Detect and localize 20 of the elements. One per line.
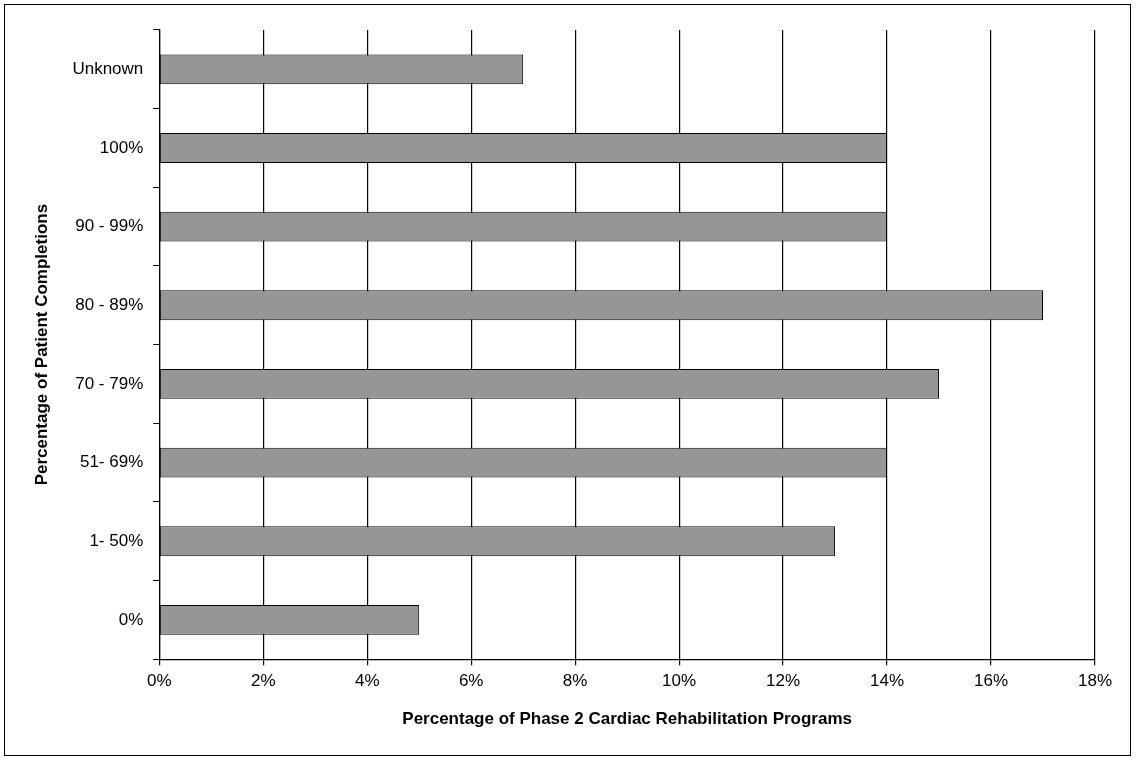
y-tick-label: 100% [99, 137, 144, 157]
x-tick-label: 6% [458, 671, 484, 691]
x-tick-label: 10% [662, 671, 697, 691]
x-axis-title: Percentage of Phase 2 Cardiac Rehabilitation Programs [402, 709, 852, 729]
x-tick-label: 2% [250, 671, 276, 691]
x-tick-label: 8% [562, 671, 588, 691]
x-tick-label: 14% [870, 671, 905, 691]
y-tick-label: 0% [118, 609, 144, 629]
x-tick-label: 12% [766, 671, 801, 691]
x-tick-label: 18% [1077, 671, 1113, 691]
y-tick-label: 70 - 79% [75, 373, 144, 393]
x-tick-label: 0% [146, 671, 172, 691]
y-tick-label: Unknown [72, 59, 144, 79]
y-tick-label: 51- 69% [79, 452, 144, 472]
y-tick-label: 80 - 89% [75, 294, 144, 314]
x-tick-label: 16% [974, 671, 1009, 691]
y-tick-label: 90 - 99% [75, 216, 144, 236]
y-axis-title: Percentage of Patient Completions [31, 203, 51, 486]
y-tick-label: 1- 50% [89, 530, 144, 550]
x-tick-label: 4% [354, 671, 380, 691]
